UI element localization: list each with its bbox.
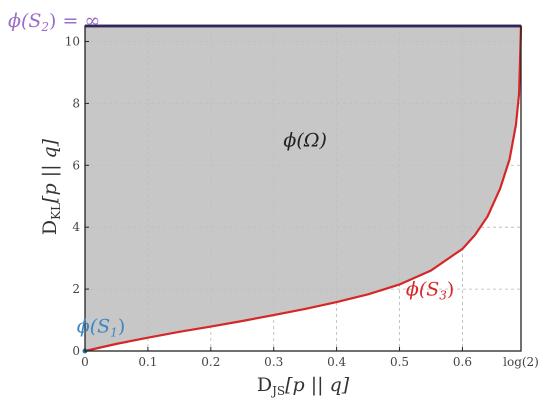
- y-tick-label-1: 2: [72, 282, 80, 296]
- annotation-1: ϕ(Ω): [283, 130, 327, 152]
- x-tick-label-4: 0.4: [327, 355, 346, 369]
- annotations: ϕ(S2) = ∞ ϕ(Ω) ϕ(S3) ϕ(S1): [8, 10, 454, 339]
- plot-frame: [84, 25, 522, 352]
- x-tick-label-7: log(2): [503, 355, 539, 369]
- x-tick-label-5: 0.5: [390, 355, 409, 369]
- x-tick-label-6: 0.6: [453, 355, 472, 369]
- lower-boundary-curve: [84, 25, 523, 353]
- annotation-2: ϕ(S3): [406, 278, 454, 302]
- x-tick-label-0: 0: [81, 355, 89, 369]
- x-tick-label-1: 0.1: [138, 355, 157, 369]
- y-tick-label-3: 6: [72, 158, 80, 172]
- axis-ticks: 0 0.1 0.2 0.3 0.4 0.5 0.6 log(2) 0 2 4 6 8 10: [65, 34, 539, 369]
- y-tick-label-2: 4: [72, 220, 80, 234]
- feasible-region-fill: [85, 26, 521, 351]
- y-axis-label: DKL[p || q]: [39, 138, 63, 235]
- x-tick-label-2: 0.2: [201, 355, 220, 369]
- y-tick-label-5: 10: [65, 34, 80, 48]
- y-tick-label-0: 0: [72, 344, 80, 358]
- x-axis-label: DJS[p || q]: [257, 374, 350, 398]
- annotation-3: ϕ(S1): [77, 315, 125, 339]
- x-tick-label-3: 0.3: [264, 355, 283, 369]
- y-tick-label-4: 8: [72, 96, 80, 110]
- annotation-0: ϕ(S2) = ∞: [8, 10, 100, 34]
